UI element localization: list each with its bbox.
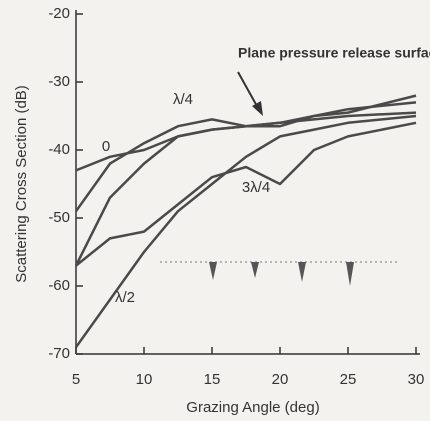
x-tick-label: 10 [136,371,153,388]
x-tick-label: 15 [204,371,221,388]
y-tick-label: -60 [48,277,70,294]
arrow [237,71,259,109]
surface-notch [298,262,306,282]
x-tick-label: 25 [340,371,357,388]
surface-sketch [160,261,400,286]
y-axis-title: Scattering Cross Section (dB) [13,85,30,283]
x-tick-label: 20 [272,371,289,388]
series-line [75,121,417,267]
series-label: 3λ/4 [242,179,270,196]
x-tick-label: 30 [408,371,425,388]
series-line [74,94,417,212]
x-tick-label: 5 [72,371,80,388]
series-label: Plane pressure release surface [238,45,430,61]
series-line [74,114,417,348]
arrow-head [252,101,263,116]
surface-notch [346,262,354,286]
y-tick-label: -40 [48,141,70,158]
y-tick-label: -20 [48,5,70,22]
series-label: λ/4 [173,91,193,108]
y-tick-label: -70 [48,345,70,362]
surface-notch [251,262,259,278]
x-axis-title: Grazing Angle (deg) [186,399,319,416]
surface-notch [209,262,217,280]
series-label: λ/2 [115,289,135,306]
y-tick-label: -50 [48,209,70,226]
series-line [74,111,417,267]
series-label: 0 [102,138,110,155]
y-tick-label: -30 [48,73,70,90]
